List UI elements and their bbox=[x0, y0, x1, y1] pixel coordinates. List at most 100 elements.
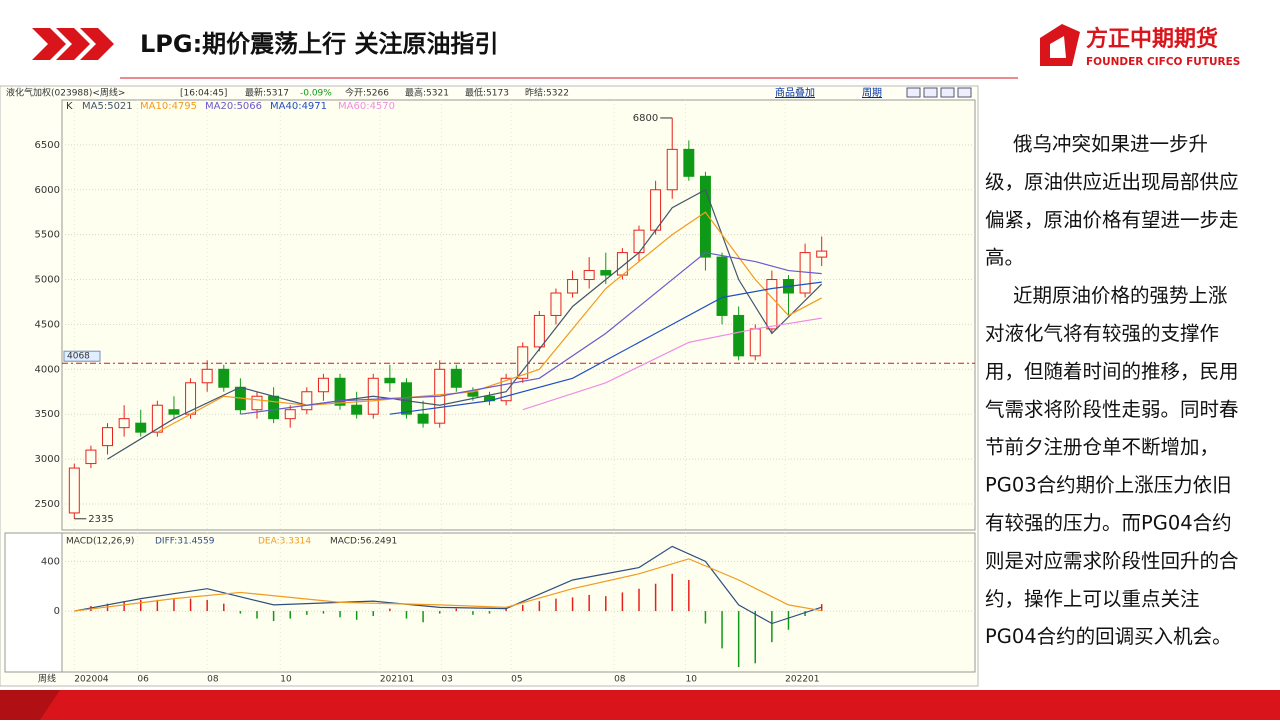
reference-label: 4068 bbox=[67, 352, 90, 362]
y-tick-label: 0 bbox=[54, 606, 60, 617]
legend-entry: MA20:5066 bbox=[205, 101, 262, 112]
candle-body bbox=[118, 418, 130, 429]
candle-body bbox=[301, 391, 313, 411]
candle-body bbox=[317, 377, 329, 393]
x-tick-label: 10 bbox=[280, 675, 292, 685]
info-text: [16:04:45] bbox=[180, 89, 227, 99]
toolbar-button bbox=[923, 87, 938, 98]
x-tick-label: 08 bbox=[614, 675, 626, 685]
candle-body bbox=[733, 314, 745, 357]
macd-title: MACD(12,26,9) bbox=[66, 537, 134, 547]
macd-panel bbox=[61, 532, 976, 673]
y-tick-label: 6000 bbox=[35, 185, 60, 196]
candle-body bbox=[450, 368, 462, 388]
body-text: 用，但随着时间的推移，民用 bbox=[985, 360, 1239, 383]
toolbar-button bbox=[957, 87, 972, 98]
candle-body bbox=[218, 368, 230, 388]
body-text: 气需求将阶段性走弱。同时春 bbox=[985, 398, 1239, 421]
ma-line bbox=[74, 558, 822, 612]
x-tick-label: 05 bbox=[511, 675, 522, 685]
legend-entry: MACD:56.2491 bbox=[330, 537, 397, 547]
ma-line bbox=[240, 251, 822, 415]
x-tick-label: 03 bbox=[441, 675, 452, 685]
info-text: 最低:5173 bbox=[465, 87, 509, 99]
candle-body bbox=[284, 409, 296, 420]
toolbar-button bbox=[940, 87, 955, 98]
body-text: 偏紧，原油价格有望进一步走 bbox=[985, 208, 1239, 231]
ma-line bbox=[522, 317, 822, 411]
candle-body bbox=[500, 377, 512, 402]
candle-body bbox=[666, 148, 678, 191]
y-tick-label: 5500 bbox=[35, 230, 60, 241]
y-tick-label: 6500 bbox=[35, 140, 60, 151]
candle-body bbox=[351, 404, 363, 415]
body-text: 节前夕注册仓单不断增加， bbox=[985, 436, 1219, 459]
legend-entry: DEA:3.3314 bbox=[258, 537, 311, 547]
x-tick-label: 202201 bbox=[785, 675, 819, 685]
info-text: 最高:5321 bbox=[405, 87, 449, 99]
candle-body bbox=[816, 250, 828, 258]
candle-body bbox=[251, 395, 263, 411]
candle-body bbox=[85, 449, 97, 465]
y-tick-label: 3000 bbox=[35, 454, 60, 465]
legend-entry: MA60:4570 bbox=[338, 101, 395, 112]
candle-body bbox=[151, 404, 163, 433]
footer-accent bbox=[0, 690, 60, 720]
candle-body bbox=[417, 413, 429, 424]
candle-body bbox=[683, 148, 695, 177]
logo-cn: 方正中期期货 bbox=[1086, 26, 1218, 52]
candle-body bbox=[268, 395, 280, 420]
footer-band bbox=[0, 690, 1280, 720]
candle-body bbox=[550, 292, 562, 316]
body-text: 约，操作上可以重点关注 bbox=[985, 587, 1200, 610]
ma-line bbox=[389, 281, 822, 415]
y-tick-label: 4500 bbox=[35, 319, 60, 330]
body-text: PG03合约期价上涨压力依旧 bbox=[985, 474, 1232, 497]
body-text: 近期原油价格的强势上涨 bbox=[1013, 284, 1228, 307]
body-text: PG04合约的回调买入机会。 bbox=[985, 625, 1232, 648]
info-text: -0.09% bbox=[300, 89, 332, 99]
candle-body bbox=[517, 346, 529, 379]
info-text: 液化气加权(023988)<周线> bbox=[6, 87, 125, 99]
x-tick-label: 202004 bbox=[74, 675, 109, 685]
candle-body bbox=[68, 467, 80, 514]
y-tick-label: 4000 bbox=[35, 364, 60, 375]
body-text: 级，原油供应近出现局部供应 bbox=[985, 170, 1239, 193]
body-text: 俄乌冲突如果进一步升 bbox=[1013, 133, 1208, 156]
candle-body bbox=[384, 377, 396, 384]
price-panel bbox=[61, 99, 976, 531]
body-text: 有较强的压力。而PG04合约 bbox=[985, 512, 1232, 535]
y-tick-label: 3500 bbox=[35, 409, 60, 420]
legend-entry: DIFF:31.4559 bbox=[155, 537, 215, 547]
x-tick-label: 202101 bbox=[380, 675, 414, 685]
low-label: 2335 bbox=[88, 514, 113, 525]
y-tick-label: 2500 bbox=[35, 499, 60, 510]
body-text: 则是对应需求阶段性回升的合 bbox=[985, 549, 1239, 572]
legend-entry: MA40:4971 bbox=[270, 101, 327, 112]
ma-line bbox=[157, 211, 822, 433]
candle-body bbox=[201, 368, 213, 384]
candle-body bbox=[135, 422, 147, 433]
reference-tag bbox=[63, 350, 101, 362]
info-text: 昨结:5322 bbox=[525, 87, 569, 99]
k-label: K bbox=[66, 101, 73, 112]
logo-icon bbox=[1050, 36, 1066, 58]
y-tick-label: 400 bbox=[41, 556, 60, 567]
slide-title: LPG:期价震荡上行 关注原油指引 bbox=[140, 30, 499, 58]
candle-body bbox=[633, 229, 645, 254]
candle-body bbox=[567, 279, 579, 294]
toolbar-button bbox=[906, 87, 921, 98]
toolbar-item: 商品叠加 bbox=[775, 86, 815, 99]
body-text: 高。 bbox=[985, 246, 1024, 269]
candle-body bbox=[168, 409, 180, 415]
body-text: 对液化气将有较强的支撑作 bbox=[985, 322, 1219, 345]
x-tick-label: 10 bbox=[686, 675, 698, 685]
legend-entry: MA5:5021 bbox=[82, 101, 133, 112]
x-tick-label: 06 bbox=[137, 675, 149, 685]
chevron bbox=[80, 28, 114, 60]
candle-body bbox=[766, 279, 778, 330]
legend-entry: MA10:4795 bbox=[140, 101, 197, 112]
candle-body bbox=[650, 189, 662, 231]
ma-line bbox=[74, 545, 822, 625]
macd-side-box bbox=[4, 532, 63, 673]
